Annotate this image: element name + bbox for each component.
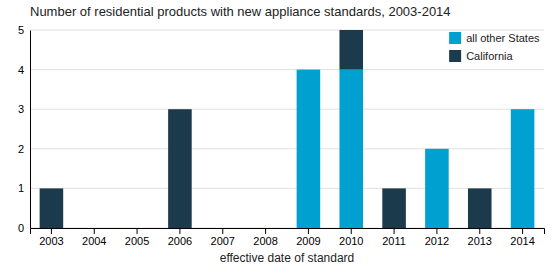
y-axis-line [30, 31, 31, 229]
bar [211, 228, 235, 229]
x-tick-label: 2008 [253, 235, 277, 247]
bar [511, 109, 535, 110]
grid [30, 30, 544, 228]
legend-swatch [449, 32, 461, 44]
x-tick-label: 2007 [211, 235, 235, 247]
x-axis-title: effective date of standard [220, 251, 355, 265]
x-tick: 2010 [339, 228, 363, 247]
legend-label: all other States [466, 32, 540, 44]
y-tick-label: 2 [18, 143, 24, 155]
bar-series [40, 30, 492, 228]
x-tick-mark [137, 228, 138, 234]
x-tick-mark [308, 228, 309, 234]
y-tick-label: 1 [18, 182, 24, 194]
bar [125, 228, 149, 229]
y-tick-label: 4 [18, 64, 24, 76]
bar [82, 228, 106, 229]
x-tick: 2008 [253, 228, 277, 247]
x-tick-mark [265, 228, 266, 234]
x-tick-mark [394, 228, 395, 234]
y-tick: 5 [18, 24, 30, 36]
x-tick-mark [222, 228, 223, 234]
x-tick-label: 2006 [168, 235, 192, 247]
y-tick: 3 [18, 103, 30, 115]
x-tick: 2006 [168, 228, 192, 247]
x-tick-label: 2009 [296, 235, 320, 247]
x-tick-label: 2012 [425, 235, 449, 247]
bar [468, 188, 492, 228]
y-tick: 4 [18, 64, 30, 76]
bar [339, 30, 363, 70]
legend-swatch [449, 50, 461, 62]
bar [125, 228, 149, 229]
x-tick-label: 2013 [468, 235, 492, 247]
y-tick-label: 0 [18, 222, 24, 234]
grid-line [30, 109, 544, 110]
legend-item: California [449, 50, 513, 62]
bar [168, 109, 192, 228]
bar [425, 148, 449, 149]
plot: 2003200420052006200720082009201020112012… [18, 24, 545, 247]
bar [339, 70, 363, 228]
bar [297, 69, 321, 70]
x-tick-mark [351, 228, 352, 234]
x-tick-mark [94, 228, 95, 234]
bar [382, 188, 406, 228]
x-tick-label: 2011 [382, 235, 406, 247]
bar [254, 228, 278, 229]
bar [254, 228, 278, 229]
x-axis: 2003 2004 2005 2006 2007 2008 2009 2010 2011 2012… [31, 228, 545, 247]
y-tick-label: 3 [18, 103, 24, 115]
x-tick-label: 2005 [125, 235, 149, 247]
y-tick: 0 [18, 222, 30, 234]
legend-label: California [466, 50, 513, 62]
x-tick-label: 2004 [82, 235, 106, 247]
chart-title: Number of residential products with new … [30, 4, 451, 19]
x-tick: 2012 [425, 228, 449, 247]
x-tick-label: 2003 [39, 235, 63, 247]
x-tick-label: 2010 [339, 235, 363, 247]
grid-line [30, 69, 544, 70]
y-axis: 0 1 2 3 4 5 [18, 24, 31, 234]
x-tick: 2005 [125, 228, 149, 247]
y-tick-label: 5 [18, 24, 24, 36]
chart-svg: Number of residential products with new … [0, 0, 556, 270]
legend: all other States California [449, 32, 540, 62]
x-tick-mark [179, 228, 180, 234]
x-tick: 2014 [510, 228, 534, 247]
y-tick: 2 [18, 143, 30, 155]
x-tick: 2013 [468, 228, 492, 247]
bar [211, 228, 235, 229]
grid-line [30, 188, 544, 189]
bars [40, 30, 535, 228]
bar [82, 228, 106, 229]
grid-line [30, 30, 544, 31]
x-axis-line [31, 229, 545, 235]
x-tick-mark [51, 228, 52, 234]
bar [297, 70, 321, 228]
bar-series [297, 70, 535, 228]
chart-container: Number of residential products with new … [0, 0, 556, 270]
x-tick: 2011 [382, 228, 406, 247]
grid-line [30, 148, 544, 149]
y-tick: 1 [18, 182, 30, 194]
bar [425, 149, 449, 228]
bar [511, 109, 535, 228]
x-tick: 2009 [296, 228, 320, 247]
x-tick-mark [436, 228, 437, 234]
x-tick-mark [479, 228, 480, 234]
x-tick: 2004 [82, 228, 106, 247]
x-tick-mark [522, 228, 523, 234]
bar [40, 188, 64, 228]
x-tick: 2003 [39, 228, 63, 247]
legend-item: all other States [449, 32, 540, 44]
x-tick: 2007 [211, 228, 235, 247]
x-tick-label: 2014 [510, 235, 534, 247]
